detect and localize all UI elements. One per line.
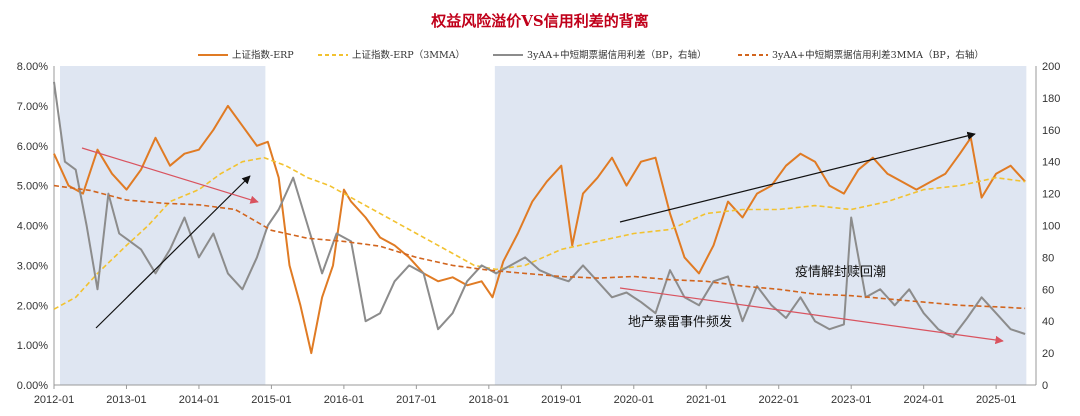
x-tick-label: 2020-01: [614, 394, 654, 406]
series-lines: [53, 81, 1026, 355]
x-tick-label: 2023-01: [831, 394, 871, 406]
y-left-tick-label: 2.00%: [17, 300, 48, 312]
x-tick-label: 2021-01: [686, 394, 726, 406]
trend-arrow-up-2: [619, 131, 976, 223]
x-tick-label: 2025-01: [976, 394, 1016, 406]
legend-label-3: 3yAA+中短期票据信用利差3MMA（BP，右轴）: [772, 49, 984, 61]
x-tick-label: 2015-01: [251, 394, 291, 406]
y-right-tick-label: 80: [1042, 252, 1054, 264]
y-right-tick-label: 20: [1042, 348, 1054, 360]
trend-arrow-down-2: [619, 287, 1004, 345]
x-tick-label: 2012-01: [34, 394, 74, 406]
y-right-tick-label: 0: [1042, 380, 1048, 392]
x-tick-label: 2014-01: [179, 394, 219, 406]
y-right-tick-label: 140: [1042, 157, 1060, 169]
chart-title: 权益风险溢价VS信用利差的背离: [430, 12, 648, 30]
y-left-tick-label: 0.00%: [17, 380, 48, 392]
series-line-2: [53, 81, 1026, 339]
trend-arrow-up-1: [95, 175, 251, 329]
y-right-tick-label: 100: [1042, 221, 1060, 233]
y-right-tick-label: 120: [1042, 189, 1060, 201]
x-tick-label: 2016-01: [324, 394, 364, 406]
x-tick-label: 2017-01: [396, 394, 436, 406]
shaded-periods: [60, 66, 1027, 385]
axes: 0.00% 1.00% 2.00% 3.00% 4.00% 5.00% 6.00% 7.00%…: [17, 61, 1061, 406]
annotation-property-defaults: 地产暴雷事件频发: [628, 314, 732, 330]
x-tick-label: 2022-01: [759, 394, 799, 406]
x-tick-label: 2019-01: [541, 394, 581, 406]
y-left-tick-label: 7.00%: [17, 101, 48, 113]
series-line-0: [53, 104, 1026, 355]
y-left-tick-label: 3.00%: [17, 260, 48, 272]
y-right-tick-label: 40: [1042, 316, 1054, 328]
legend: 上证指数-ERP 上证指数-ERP（3MMA） 3yAA+中短期票据信用利差（BP，…: [198, 49, 984, 61]
x-tick-label: 2013-01: [106, 394, 146, 406]
series-line-1: [53, 156, 1026, 310]
y-left-tick-label: 5.00%: [17, 181, 48, 193]
series-line-3: [53, 184, 1026, 310]
legend-label-1: 上证指数-ERP（3MMA）: [352, 49, 465, 61]
legend-label-2: 3yAA+中短期票据信用利差（BP，右轴）: [527, 49, 706, 61]
annotation-reopening: 疫情解封赎回潮: [795, 264, 886, 280]
shaded-period-0: [60, 66, 266, 385]
trend-arrow-down-1: [81, 147, 259, 204]
trend-arrows: [81, 131, 1004, 345]
y-left-tick-label: 8.00%: [17, 61, 48, 73]
y-left-tick-label: 1.00%: [17, 340, 48, 352]
shaded-period-1: [494, 66, 1027, 385]
y-right-tick-label: 200: [1042, 61, 1060, 73]
y-right-tick-label: 160: [1042, 125, 1060, 137]
y-left-tick-label: 6.00%: [17, 141, 48, 153]
x-tick-label: 2018-01: [469, 394, 509, 406]
y-left-tick-label: 4.00%: [17, 221, 48, 233]
x-tick-label: 2024-01: [903, 394, 943, 406]
legend-label-0: 上证指数-ERP: [232, 49, 294, 61]
y-right-tick-label: 60: [1042, 284, 1054, 296]
y-right-tick-label: 180: [1042, 93, 1060, 105]
